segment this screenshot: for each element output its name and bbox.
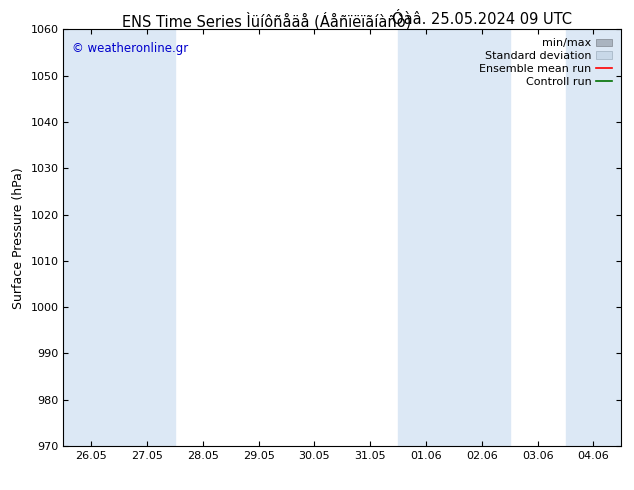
Text: ENS Time Series Ìüíôñåäå (Áåñïëïãíàñò): ENS Time Series Ìüíôñåäå (Áåñïëïãíàñò)	[122, 12, 411, 30]
Text: Óàâ. 25.05.2024 09 UTC: Óàâ. 25.05.2024 09 UTC	[392, 12, 572, 27]
Bar	[566, 29, 621, 446]
Y-axis label: Surface Pressure (hPa): Surface Pressure (hPa)	[12, 167, 25, 309]
Bar	[63, 29, 119, 446]
Text: © weatheronline.gr: © weatheronline.gr	[72, 42, 188, 55]
Legend: min/max, Standard deviation, Ensemble mean run, Controll run: min/max, Standard deviation, Ensemble me…	[476, 35, 616, 90]
Bar	[398, 29, 454, 446]
Bar	[119, 29, 175, 446]
Bar	[454, 29, 510, 446]
